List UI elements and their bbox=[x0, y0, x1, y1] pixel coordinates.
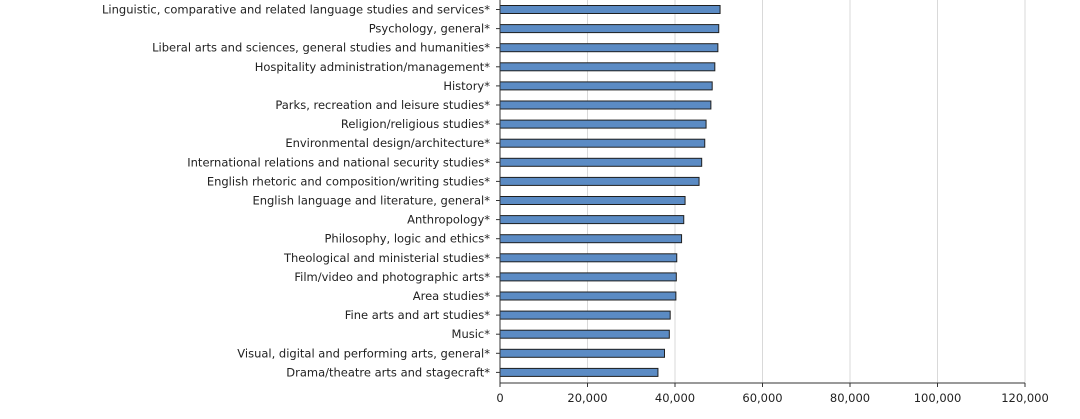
x-tick-label: 80,000 bbox=[830, 391, 870, 405]
category-label: Fine arts and art studies* bbox=[345, 308, 491, 322]
axes bbox=[499, 0, 1025, 384]
bar bbox=[499, 272, 677, 282]
bar bbox=[499, 62, 716, 72]
x-tick-label: 0 bbox=[496, 391, 503, 405]
category-label: Psychology, general* bbox=[369, 22, 491, 36]
x-tick-label: 120,000 bbox=[1001, 391, 1049, 405]
bar bbox=[499, 43, 719, 53]
bar bbox=[499, 348, 665, 358]
category-label: Liberal arts and sciences, general studi… bbox=[152, 41, 490, 55]
category-label: Philosophy, logic and ethics* bbox=[324, 232, 490, 246]
bar bbox=[499, 138, 706, 148]
bar bbox=[499, 234, 683, 244]
bar bbox=[499, 119, 707, 129]
category-label: Hospitality administration/management* bbox=[255, 60, 491, 74]
category-label: Area studies* bbox=[413, 289, 490, 303]
category-label: International relations and national sec… bbox=[187, 155, 490, 169]
category-label: Visual, digital and performing arts, gen… bbox=[237, 346, 490, 360]
category-label: Drama/theatre arts and stagecraft* bbox=[286, 365, 490, 379]
bar bbox=[499, 253, 678, 263]
gridlines bbox=[499, 0, 1026, 387]
bar bbox=[499, 100, 712, 110]
x-tick-label: 60,000 bbox=[742, 391, 782, 405]
bar bbox=[499, 5, 721, 14]
bar bbox=[499, 196, 686, 205]
bar bbox=[499, 157, 703, 167]
bar bbox=[499, 176, 700, 186]
category-label: Anthropology* bbox=[407, 213, 490, 227]
category-label: Linguistic, comparative and related lang… bbox=[102, 3, 490, 17]
x-tick-label: 40,000 bbox=[655, 391, 695, 405]
category-label: Music* bbox=[452, 327, 491, 341]
bar bbox=[499, 215, 685, 225]
x-tick-labels: 0 20,000 40,000 60,000 80,000 100,000 120,000 bbox=[496, 391, 1048, 405]
category-labels: Linguistic, comparative and related lang… bbox=[102, 3, 490, 380]
category-label: Theological and ministerial studies* bbox=[283, 251, 490, 265]
category-label: Parks, recreation and leisure studies* bbox=[275, 98, 490, 112]
bar bbox=[499, 367, 659, 377]
bar bbox=[499, 329, 670, 339]
x-tick-label: 20,000 bbox=[567, 391, 607, 405]
category-label: English language and literature, general… bbox=[252, 194, 490, 208]
bar bbox=[499, 291, 677, 301]
category-label: Film/video and photographic arts* bbox=[294, 270, 490, 284]
bars bbox=[496, 5, 721, 377]
x-tick-label: 100,000 bbox=[914, 391, 962, 405]
category-label: Environmental design/architecture* bbox=[285, 136, 490, 150]
category-label: English rhetoric and composition/writing… bbox=[207, 174, 490, 188]
bar bbox=[499, 81, 713, 91]
bar bbox=[499, 24, 720, 34]
bar bbox=[499, 310, 671, 320]
category-label: Religion/religious studies* bbox=[341, 117, 490, 131]
category-label: History* bbox=[443, 79, 490, 93]
